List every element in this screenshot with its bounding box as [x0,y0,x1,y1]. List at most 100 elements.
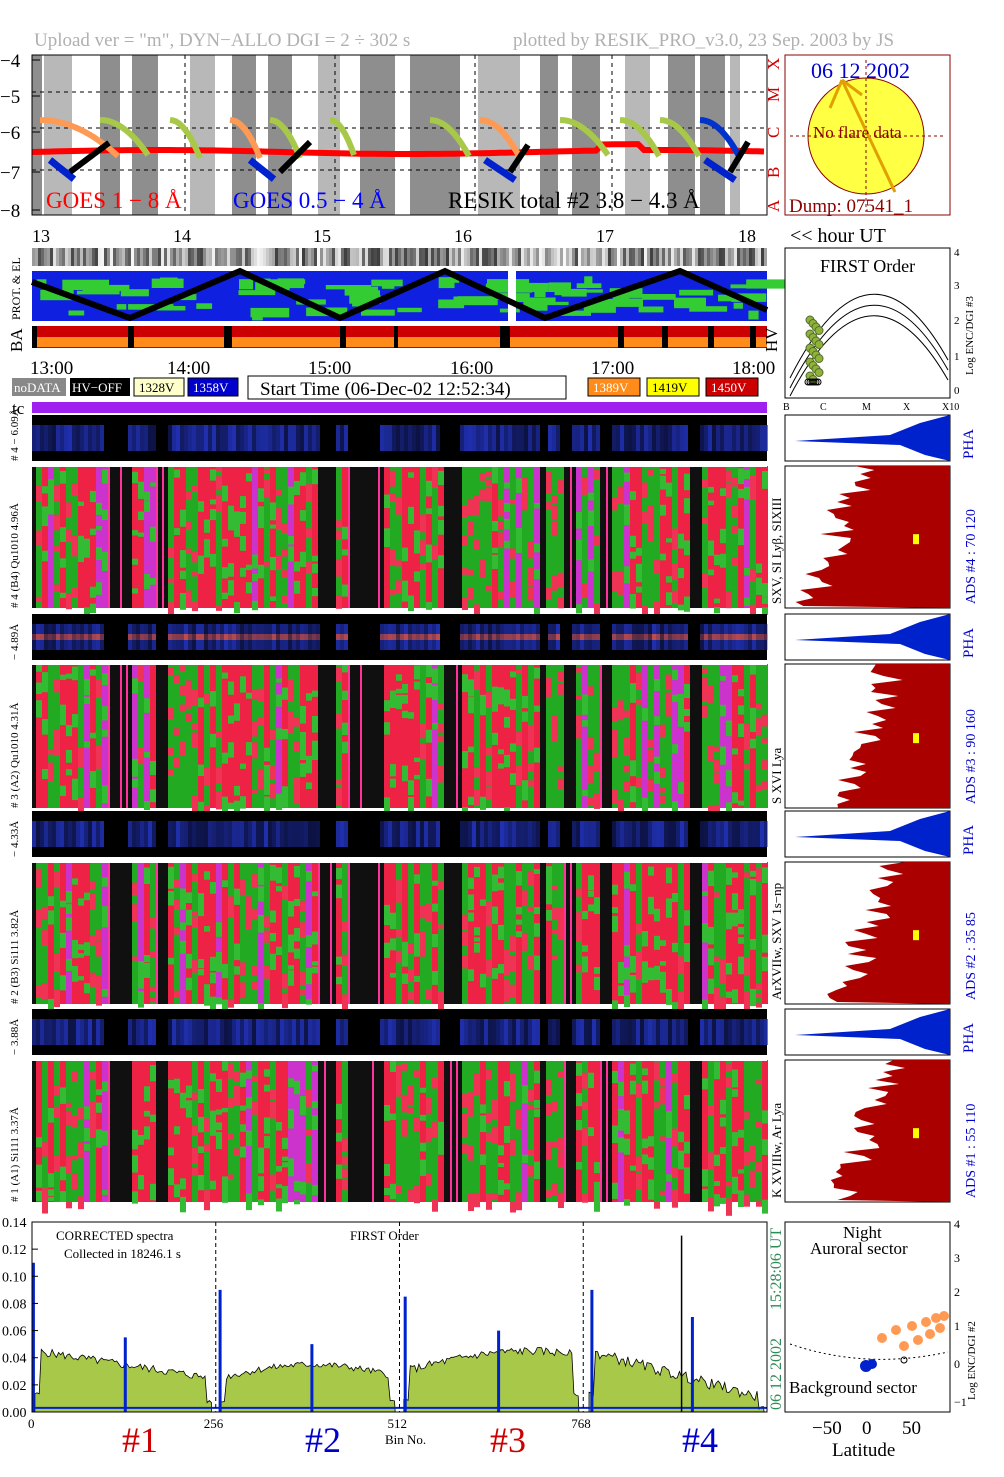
latitude-ytick: 0 [954,1357,960,1371]
hour-tick: 13 [32,226,50,246]
pha-wavelength-label: − 3.88Å [9,1019,21,1055]
ba-label: BA [7,328,26,352]
spectrum-ytick: 0.10 [2,1270,27,1285]
latitude-ytick: 2 [954,1285,960,1299]
latitude-bottom-text: Background sector [789,1378,917,1397]
goes-ytick: −7 [0,163,20,184]
spectrum-annotation-3: FIRST Order [350,1228,419,1243]
hour-tick: 14 [173,226,191,246]
first-order-xtick: X [903,402,911,413]
pha-tag: PHA [961,628,977,658]
goes-long-curve [31,141,765,157]
time-tick: 13:00 [30,358,73,379]
legend-nodata: noDATA [14,380,61,395]
latitude-ytick: 3 [954,1251,960,1265]
hour-tick: 16 [454,226,472,246]
goes-ytick: −5 [0,87,20,108]
spectrum-annotation-2: Collected in 18246.1 s [64,1246,181,1261]
header-right: plotted by RESIK_PRO_v3.0, 23 Sep. 2003 … [513,30,894,51]
hour-tick: 15 [313,226,331,246]
time-tick: 15:00 [308,358,351,379]
hour-tick: 18 [738,226,756,246]
emission-lines-label: K XVIIIw, Ar Lya [769,1103,784,1198]
latitude-ytick: 1 [954,1319,960,1333]
spectrum-ytick: 0.02 [2,1379,27,1394]
first-order-panel: FIRST Order 4 3 2 1 0 B C M X X10 Log ENC/DGI #3 [783,247,976,413]
channel-tag-4: #4 [682,1420,718,1460]
time-tick: 14:00 [167,358,210,379]
spectrum-xtick: 768 [571,1416,591,1431]
spectrum-side-date: 06 12 2002 [768,1338,785,1410]
pha-tag: PHA [961,1023,977,1053]
first-order-title: FIRST Order [820,256,915,276]
channel-2: − 4.33Å # 2 (B3) Si111 3.82Å ArXVIIw, SXV … [9,810,979,1021]
latitude-ytick: 4 [954,1217,960,1231]
time-tick: 18:00 [732,358,775,379]
spectrum-ytick: 0.12 [2,1243,27,1258]
first-order-ytick: 1 [954,351,960,363]
goes-class-letter: M [764,87,783,102]
spectrum-side-time: 15:28:06 UT [768,1228,785,1310]
spectrum-ytick: 0.00 [2,1406,27,1421]
sun-dump: Dump: 07541_1 [789,196,913,217]
ads-label: ADS #4 : 70 120 [964,509,979,604]
channel-tag-3: #3 [490,1420,526,1460]
latitude-xtick: 50 [902,1418,921,1439]
spectrometer-label: # 3 (A2) Qu1010 4.31Å [9,703,21,808]
first-order-ytick: 0 [954,385,960,397]
ads-label: ADS #3 : 90 160 [964,709,979,804]
first-order-xtick: M [862,402,871,413]
latitude-panel: Night Auroral sector Background sector 4… [784,1217,978,1461]
latitude-xlabel: Latitude [832,1440,895,1461]
legend-1450v: 1450V [711,380,747,395]
hv-label: HV [762,327,781,352]
first-order-xtick: X10 [942,402,959,413]
first-order-xtick: C [820,402,827,413]
legend-1389v: 1389V [593,380,629,395]
legend-goes-long: GOES 1 − 8 Å [46,188,182,213]
goes-class-letter: X [764,58,783,70]
hour-axis-top: 13 14 15 16 17 18 [32,226,756,246]
pha-wavelength-label: − 4.33Å [9,821,21,857]
first-order-xtick: B [783,402,790,413]
legend-resik: RESIK total #2 3.8 − 4.3 Å [448,188,700,213]
pha-wavelength-label: # 4 − 6.09Å [9,408,21,461]
channel-tag-2: #2 [305,1420,341,1460]
time-tick: 17:00 [591,358,634,379]
instrument-status-panel: PROT. & EL BA HV [7,248,789,352]
sun-panel: 06 12 2002 No flare data Dump: 07541_1 [784,54,951,217]
spectrum-ytick: 0.08 [2,1297,27,1312]
tc-label: tc [12,399,25,418]
pha-wavelength-label: − 4.89Å [9,624,21,660]
goes-class-letter: C [764,127,783,138]
spectrum-xtick: 512 [388,1416,408,1431]
spectrum-ytick: 0.14 [2,1216,27,1231]
channel-3: − 4.89Å # 3 (A2) Qu1010 4.31Å S XVI Lya PHA… [9,613,979,824]
goes-panel: −4 −5 −6 −7 −8 X M C B A GOES 1 − 8 Å GOES 0.5 −… [0,51,783,222]
spectrum-panel: 0.00 0.02 0.04 0.06 0.08 0.10 0.12 0.14 0 256 512… [2,1216,785,1460]
spectrum-annotation-1: CORRECTED spectra [56,1228,174,1243]
goes-ytick: −4 [0,51,21,72]
latitude-xtick: −50 [812,1418,842,1439]
channel-panels: # 4 − 6.09Å # 4 (B4) Qu1010 4.96Å SXV, SI … [9,408,979,1216]
pha-tag: PHA [961,825,977,855]
latitude-ylabel: Log ENC/DGI #2 [966,1321,978,1400]
ads-label: ADS #1 : 55 110 [964,1104,979,1198]
spectrum-ytick: 0.04 [2,1352,27,1367]
sun-date: 06 12 2002 [811,58,910,83]
first-order-ytick: 2 [954,315,960,327]
first-order-ytick: 4 [954,247,960,259]
goes-ytick: −6 [0,123,20,144]
time-axis: 13:00 14:00 15:00 16:00 17:00 18:00 [30,358,775,379]
prot-el-label: PROT. & EL [9,257,23,320]
legend-goes-short: GOES 0.5 − 4 Å [233,188,386,213]
sun-status: No flare data [813,123,902,142]
emission-lines-label: ArXVIIw, SXV 1s−np [769,883,784,1000]
hour-tick: 17 [596,226,614,246]
first-order-ytick: 3 [954,280,960,292]
header-left: Upload ver = "m", DYN−ALLO DGI = 2 ÷ 302… [34,30,410,51]
first-order-ylabel: Log ENC/DGI #3 [964,296,976,375]
goes-class-letter: B [764,167,783,178]
voltage-legend: noDATA HV−OFF 1328V 1358V Start Time (06… [12,375,759,400]
